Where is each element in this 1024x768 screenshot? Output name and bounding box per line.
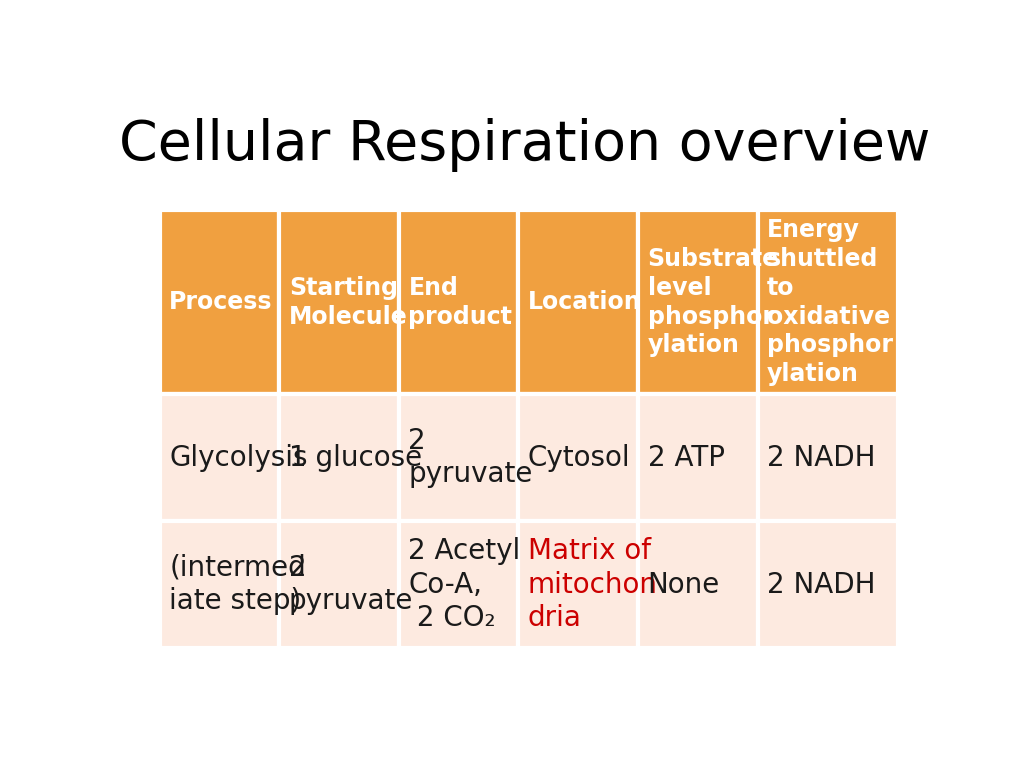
Text: None: None xyxy=(647,571,720,598)
Text: Glycolysis: Glycolysis xyxy=(169,444,308,472)
Bar xyxy=(758,210,898,394)
Text: Substrate
level
phosphor
ylation: Substrate level phosphor ylation xyxy=(647,247,778,357)
Bar xyxy=(280,394,399,521)
Bar xyxy=(518,210,638,394)
Text: Cytosol: Cytosol xyxy=(528,444,631,472)
Bar xyxy=(280,521,399,648)
Bar xyxy=(638,210,758,394)
Text: 1 glucose: 1 glucose xyxy=(289,444,422,472)
Text: Energy
shuttled
to
oxidative
phosphor
ylation: Energy shuttled to oxidative phosphor yl… xyxy=(767,218,893,386)
Text: 2 Acetyl
Co-A,
 2 CO₂: 2 Acetyl Co-A, 2 CO₂ xyxy=(409,537,520,632)
Text: (intermed
iate step): (intermed iate step) xyxy=(169,554,306,615)
Bar xyxy=(758,394,898,521)
Text: Matrix of
mitochon
dria: Matrix of mitochon dria xyxy=(528,537,658,632)
Text: End
product: End product xyxy=(409,276,512,329)
Text: 2 ATP: 2 ATP xyxy=(647,444,725,472)
Text: 2
pyruvate: 2 pyruvate xyxy=(409,427,532,488)
Text: Location: Location xyxy=(528,290,642,314)
Text: Process: Process xyxy=(169,290,272,314)
Bar xyxy=(399,394,518,521)
Text: 2 NADH: 2 NADH xyxy=(767,571,876,598)
Bar xyxy=(758,521,898,648)
Text: 2 NADH: 2 NADH xyxy=(767,444,876,472)
Bar xyxy=(518,521,638,648)
Bar xyxy=(280,210,399,394)
Bar xyxy=(638,394,758,521)
Bar xyxy=(638,521,758,648)
Bar xyxy=(399,210,518,394)
Text: Cellular Respiration overview: Cellular Respiration overview xyxy=(119,118,931,172)
Bar xyxy=(160,521,280,648)
Bar xyxy=(518,394,638,521)
Bar xyxy=(160,210,280,394)
Bar xyxy=(399,521,518,648)
Text: 2
pyruvate: 2 pyruvate xyxy=(289,554,414,615)
Bar xyxy=(160,394,280,521)
Text: Starting
Molecule: Starting Molecule xyxy=(289,276,408,329)
